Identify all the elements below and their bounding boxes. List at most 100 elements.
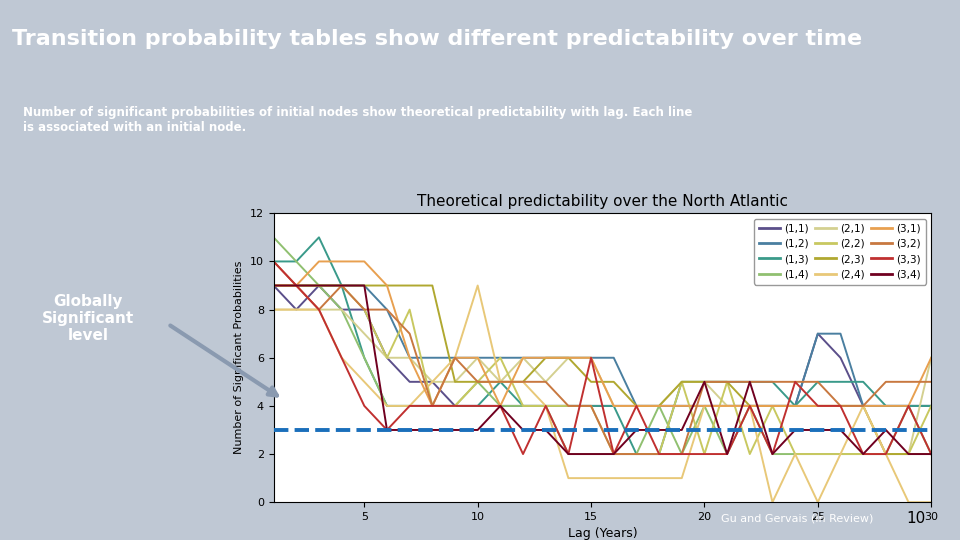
- (2,3): [563, 354, 574, 361]
- (1,2): [631, 403, 642, 409]
- (1,3): [767, 379, 779, 385]
- X-axis label: Lag (Years): Lag (Years): [567, 528, 637, 540]
- (2,4): [744, 403, 756, 409]
- (2,3): [472, 379, 484, 385]
- (3,3): [404, 403, 416, 409]
- (3,3): [812, 403, 824, 409]
- (1,1): [540, 403, 551, 409]
- (2,3): [336, 282, 348, 289]
- (2,1): [608, 403, 619, 409]
- (3,4): [313, 282, 324, 289]
- (1,3): [426, 403, 438, 409]
- (3,4): [789, 427, 801, 433]
- (2,4): [676, 475, 687, 481]
- (2,1): [880, 451, 892, 457]
- (2,1): [268, 306, 279, 313]
- (1,2): [563, 354, 574, 361]
- (1,4): [676, 451, 687, 457]
- (3,1): [449, 354, 461, 361]
- (2,1): [925, 354, 937, 361]
- Line: (1,2): (1,2): [274, 286, 931, 406]
- (1,4): [835, 451, 847, 457]
- (3,1): [789, 403, 801, 409]
- (3,1): [494, 403, 506, 409]
- (1,2): [268, 282, 279, 289]
- (3,3): [699, 451, 710, 457]
- (2,2): [517, 403, 529, 409]
- Title: Theoretical predictability over the North Atlantic: Theoretical predictability over the Nort…: [417, 194, 788, 210]
- (2,2): [699, 451, 710, 457]
- (2,4): [789, 451, 801, 457]
- (1,4): [608, 451, 619, 457]
- (2,4): [699, 403, 710, 409]
- (3,4): [336, 282, 348, 289]
- (1,4): [699, 403, 710, 409]
- (3,4): [608, 451, 619, 457]
- (1,3): [540, 403, 551, 409]
- (2,2): [744, 451, 756, 457]
- (1,1): [291, 306, 302, 313]
- (1,4): [857, 451, 869, 457]
- (3,2): [313, 306, 324, 313]
- (2,1): [404, 354, 416, 361]
- (3,1): [426, 403, 438, 409]
- (1,3): [812, 379, 824, 385]
- (1,1): [631, 403, 642, 409]
- Legend: (1,1), (1,2), (1,3), (1,4), (2,1), (2,2), (2,3), (2,4), (3,1), (3,2), (3,3), (3,: (1,1), (1,2), (1,3), (1,4), (2,1), (2,2)…: [755, 219, 926, 285]
- (1,3): [721, 379, 732, 385]
- (1,4): [586, 451, 597, 457]
- (1,1): [358, 306, 370, 313]
- (2,4): [767, 499, 779, 505]
- (1,3): [608, 403, 619, 409]
- (3,2): [699, 379, 710, 385]
- (1,1): [449, 403, 461, 409]
- (3,3): [608, 451, 619, 457]
- (2,4): [517, 379, 529, 385]
- (3,2): [721, 379, 732, 385]
- (1,1): [472, 403, 484, 409]
- Line: (3,1): (3,1): [274, 261, 931, 406]
- (2,2): [721, 379, 732, 385]
- (3,2): [654, 451, 665, 457]
- (2,1): [654, 403, 665, 409]
- (1,1): [336, 306, 348, 313]
- (1,1): [517, 403, 529, 409]
- (1,3): [676, 379, 687, 385]
- (3,4): [517, 427, 529, 433]
- (2,3): [313, 282, 324, 289]
- (1,4): [291, 258, 302, 265]
- Line: (3,2): (3,2): [274, 261, 931, 454]
- (2,1): [381, 354, 393, 361]
- (1,4): [631, 451, 642, 457]
- (2,2): [563, 403, 574, 409]
- (3,3): [291, 282, 302, 289]
- Text: Transition probability tables show different predictability over time: Transition probability tables show diffe…: [12, 29, 862, 49]
- Line: (3,4): (3,4): [274, 286, 931, 454]
- (2,3): [631, 403, 642, 409]
- (1,3): [313, 234, 324, 241]
- (3,2): [812, 379, 824, 385]
- (1,4): [902, 403, 914, 409]
- (2,2): [654, 451, 665, 457]
- (2,3): [835, 403, 847, 409]
- (2,1): [449, 379, 461, 385]
- (1,1): [767, 403, 779, 409]
- (1,4): [563, 451, 574, 457]
- (3,1): [812, 403, 824, 409]
- (3,1): [699, 403, 710, 409]
- (2,3): [426, 282, 438, 289]
- (3,2): [631, 451, 642, 457]
- (1,4): [540, 403, 551, 409]
- (3,3): [313, 306, 324, 313]
- (1,4): [449, 403, 461, 409]
- (2,1): [789, 403, 801, 409]
- (2,2): [472, 379, 484, 385]
- (1,2): [721, 403, 732, 409]
- (3,3): [336, 354, 348, 361]
- (3,1): [857, 403, 869, 409]
- (2,4): [721, 403, 732, 409]
- (1,1): [699, 403, 710, 409]
- (1,2): [426, 354, 438, 361]
- (1,4): [426, 403, 438, 409]
- (2,3): [268, 282, 279, 289]
